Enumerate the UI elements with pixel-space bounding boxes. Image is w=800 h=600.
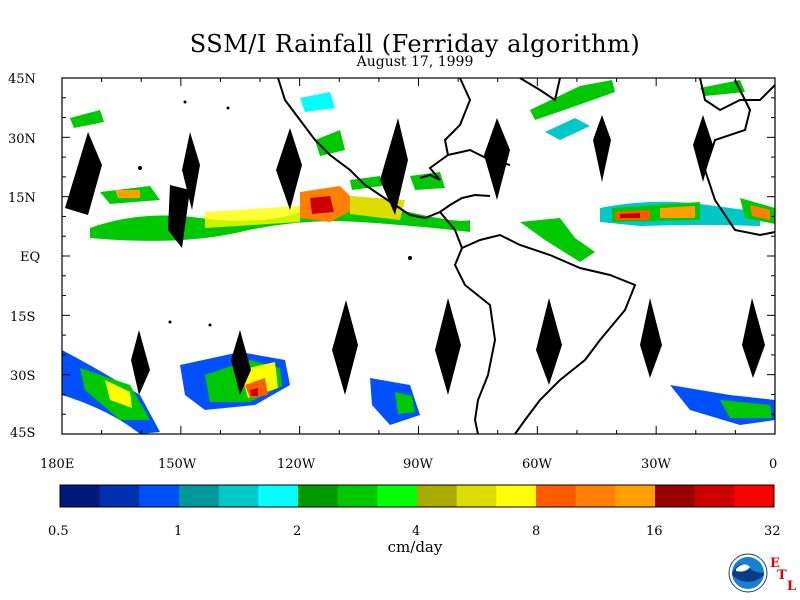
swath-gaps bbox=[65, 115, 765, 395]
lon-label-120w: 120W bbox=[277, 457, 316, 472]
noaa-seal-icon bbox=[728, 553, 768, 593]
colorbar-swatch bbox=[298, 485, 339, 507]
colorbar-tick-2: 2 bbox=[293, 524, 301, 539]
colorbar-swatch bbox=[417, 485, 458, 507]
colorbar bbox=[60, 485, 775, 507]
lon-label-90w: 90W bbox=[403, 457, 434, 472]
colorbar-swatch bbox=[496, 485, 537, 507]
colorbar-tick-4: 4 bbox=[412, 524, 420, 539]
colorbar-swatch bbox=[615, 485, 656, 507]
colorbar-swatch bbox=[179, 485, 220, 507]
colorbar-tick-32: 32 bbox=[764, 524, 781, 539]
colorbar-swatch bbox=[99, 485, 140, 507]
map-date: August 17, 1999 bbox=[356, 54, 474, 70]
rain-band-itcz bbox=[90, 172, 775, 262]
lat-label-30n: 30N bbox=[8, 132, 36, 147]
colorbar-tick-8: 8 bbox=[532, 524, 540, 539]
colorbar-swatch bbox=[694, 485, 735, 507]
lon-label-60w: 60W bbox=[522, 457, 553, 472]
colorbar-swatch bbox=[139, 485, 180, 507]
rain-band-south bbox=[62, 350, 775, 434]
lat-label-15s: 15S bbox=[10, 310, 35, 325]
etl-letter-t: T bbox=[777, 568, 787, 583]
colorbar-swatch bbox=[575, 485, 616, 507]
map-title: SSM/I Rainfall (Ferriday algorithm) bbox=[189, 30, 641, 58]
colorbar-swatch bbox=[60, 485, 101, 507]
rain-band-north bbox=[70, 80, 745, 190]
etl-letter-e: E bbox=[770, 556, 780, 571]
lat-label-15n: 15N bbox=[8, 191, 36, 206]
colorbar-swatch bbox=[734, 485, 775, 507]
colorbar-swatch bbox=[536, 485, 577, 507]
lon-label-0: 0 bbox=[769, 457, 777, 472]
lon-label-150w: 150W bbox=[158, 457, 197, 472]
colorbar-unit: cm/day bbox=[387, 538, 443, 556]
colorbar-ticks: 0.5 1 2 4 8 16 32 bbox=[48, 524, 781, 539]
colorbar-frame bbox=[59, 484, 775, 508]
axis-ticks bbox=[61, 77, 776, 435]
lon-label-180e: 180E bbox=[40, 457, 74, 472]
noaa-logo bbox=[728, 553, 768, 597]
colorbar-tick-1: 1 bbox=[174, 524, 182, 539]
map-frame bbox=[61, 77, 776, 435]
lon-axis: 180E 150W 120W 90W 60W 30W 0 bbox=[40, 457, 777, 472]
lat-label-30s: 30S bbox=[10, 369, 35, 384]
lat-label-eq: EQ bbox=[20, 250, 40, 265]
etl-letter-l: L bbox=[787, 579, 797, 594]
colorbar-swatch bbox=[218, 485, 259, 507]
lat-label-45s: 45S bbox=[10, 426, 35, 441]
lat-axis: 45N 30N 15N EQ 15S 30S 45S bbox=[8, 72, 40, 441]
colorbar-swatch bbox=[377, 485, 418, 507]
colorbar-swatch bbox=[258, 485, 299, 507]
colorbar-tick-16: 16 bbox=[646, 524, 663, 539]
lat-label-45n: 45N bbox=[8, 72, 36, 87]
lon-label-30w: 30W bbox=[641, 457, 672, 472]
colorbar-tick-0-5: 0.5 bbox=[48, 524, 69, 539]
colorbar-swatch bbox=[456, 485, 497, 507]
islands bbox=[138, 100, 412, 327]
colorbar-swatch bbox=[337, 485, 378, 507]
colorbar-swatch bbox=[655, 485, 696, 507]
